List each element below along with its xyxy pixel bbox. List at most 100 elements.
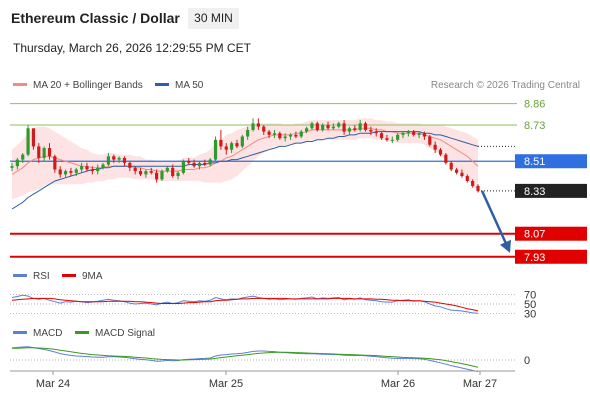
legend-macd-signal: MACD Signal [75,328,155,339]
level-label-8.86: 8.86 [524,99,545,111]
candle-body [246,129,250,137]
legend-rsi-ma-swatch [62,273,76,277]
legend-macd-signal-swatch [75,330,89,334]
legend-ma50: MA 50 [155,80,203,91]
candle-body [224,146,228,150]
level-label-8.07: 8.07 [524,229,545,241]
credit: Research © 2026 Trading Central [430,80,580,91]
level-label-8.73: 8.73 [524,120,545,132]
candle-body [176,172,180,177]
candle-body [396,134,400,140]
legend-macd-swatch [13,330,27,334]
level-label-8.51: 8.51 [524,156,545,168]
level-box-7.93 [515,249,587,264]
candle-body [155,172,159,180]
x-axis-label: Mar 27 [463,378,497,390]
candle-body [315,123,319,130]
legend-ma50-label: MA 50 [175,80,204,91]
candle-body [262,126,266,132]
candle-body [181,161,186,173]
candle-body [58,169,62,175]
candle-body [347,128,352,132]
candle-body [385,138,389,140]
candle-body [171,167,175,177]
rsi-level-label: 50 [524,299,536,311]
projection-arrow-shaft [480,190,509,247]
candle-body [278,133,282,139]
candle-body [272,133,277,135]
candle-body [197,162,202,167]
instrument-title: Ethereum Classic / Dollar [11,10,180,26]
rsi-level-label: 70 [524,290,536,302]
legend-macd-signal-label: MACD Signal [95,328,156,339]
candle-body [47,148,52,157]
level-box-8.51 [515,154,587,169]
candle-body [363,123,368,130]
candle-body [401,133,405,135]
level-box-8.33 [515,183,587,198]
candle-body [358,123,362,130]
candle-body [80,166,84,170]
candle-body [160,171,164,180]
legend-macd-label: MACD [33,328,63,339]
candle-body [471,181,475,186]
candle-body [15,159,19,167]
legend-ma50-swatch [155,82,169,86]
candle-body [331,126,335,129]
candle-body [203,162,207,165]
candle-body [326,125,330,129]
candle-body [283,136,287,139]
candle-body [251,123,255,130]
macd-signal-line [11,347,479,368]
candle-body [128,162,132,168]
candle-body [21,154,25,160]
candle-body [267,131,271,135]
legend-macd: MACD [13,328,62,339]
candle-body [230,143,234,150]
candle-body [63,171,68,175]
candle-body [337,123,341,127]
level-box-8.07 [515,226,587,241]
candle-body [240,136,244,147]
candle-body [74,169,78,173]
candle-body [37,146,41,158]
candle-body [53,156,57,170]
legend-rsi-swatch [13,273,27,277]
candle-body [310,123,314,129]
candle-body [256,123,260,127]
candle-body [208,159,212,165]
candle-body [144,171,148,175]
candle-body [112,156,116,160]
candle-body [438,149,443,155]
level-label-7.93: 7.93 [524,252,545,264]
candle-body [31,128,36,147]
candle-body [138,171,143,175]
legend-bollinger-label: MA 20 + Bollinger Bands [33,80,143,91]
candle-body [106,156,111,165]
candle-body [342,123,346,132]
candle-body [85,166,89,170]
timestamp: Thursday, March 26, 2026 12:29:55 PM CET [13,41,251,55]
candle-body [133,167,137,172]
candle-body [187,161,191,163]
candle-body [165,167,169,172]
candle-body [122,157,127,163]
candle-body [149,171,153,173]
candle-body [390,139,394,141]
candle-body [476,185,480,191]
candle-body [26,128,30,155]
candle-body [433,144,437,150]
candle-body [417,133,421,135]
level-label-8.33: 8.33 [524,186,545,198]
candle-body [10,166,14,168]
timeframe-button[interactable]: 30 MIN [188,8,239,29]
bollinger-band [12,118,478,200]
rsi-ma-line [11,297,479,312]
candle-body [465,176,469,181]
candle-body [219,139,223,147]
ma50-line [11,131,479,210]
legend-bollinger: MA 20 + Bollinger Bands [13,80,143,91]
candle-body [192,162,196,167]
x-axis-label: Mar 25 [209,378,243,390]
